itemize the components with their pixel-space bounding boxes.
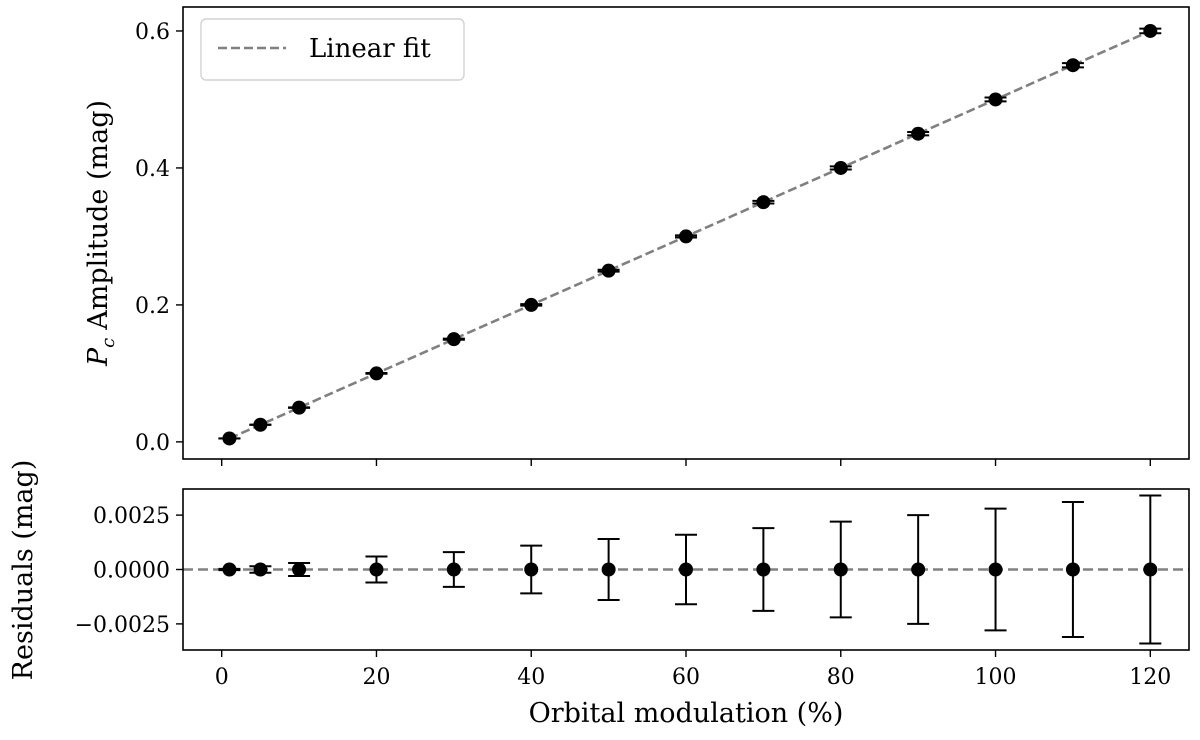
- main-data-point: [829, 160, 852, 175]
- main-data-point: [365, 366, 388, 381]
- main-data-point: [1061, 58, 1084, 73]
- residual-data-point: [829, 520, 852, 619]
- main-marker: [292, 400, 307, 415]
- main-y-tick-label: 0.0: [135, 431, 170, 456]
- residual-marker: [988, 562, 1003, 577]
- residual-marker: [601, 562, 616, 577]
- main-plot-area: [218, 23, 1162, 446]
- residuals-y-axis: −0.0025 0.0000 0.0025: [75, 504, 183, 638]
- residual-y-tick-label: 0.0000: [93, 559, 170, 584]
- residual-marker: [292, 562, 307, 577]
- residual-marker: [833, 562, 848, 577]
- residuals-plot-area: [183, 494, 1189, 645]
- main-data-point: [675, 229, 697, 244]
- main-data-point: [597, 263, 620, 278]
- main-marker: [1143, 23, 1158, 38]
- residual-y-tick-label: −0.0025: [75, 613, 170, 638]
- main-marker: [524, 297, 539, 312]
- x-tick-label: 20: [362, 665, 390, 690]
- x-tick-label: 80: [827, 665, 855, 690]
- main-marker: [679, 229, 693, 244]
- main-data-point: [907, 126, 930, 141]
- main-data-point: [752, 195, 775, 210]
- main-marker: [253, 417, 268, 432]
- x-tick-label: 100: [975, 665, 1017, 690]
- residual-marker: [369, 562, 384, 577]
- main-data-point: [442, 332, 465, 347]
- residuals-panel: −0.0025 0.0000 0.0025 0 20 40 60 80 100 120 Resi…: [8, 460, 1190, 729]
- main-y-tick-label: 0.6: [135, 20, 170, 45]
- residual-marker: [911, 562, 926, 577]
- residual-marker: [679, 562, 693, 577]
- main-data-point: [520, 297, 543, 312]
- residual-marker: [756, 562, 771, 577]
- main-data-point: [249, 417, 272, 432]
- x-tick-label: 60: [672, 665, 700, 690]
- main-data-point: [984, 92, 1007, 107]
- residual-marker: [1143, 562, 1158, 577]
- main-marker: [446, 332, 461, 347]
- legend: Linear fit: [200, 18, 465, 81]
- main-marker: [369, 366, 384, 381]
- residual-data-point: [218, 562, 241, 577]
- main-marker: [988, 92, 1003, 107]
- residual-data-point: [752, 527, 775, 612]
- residual-marker: [446, 562, 461, 577]
- x-axis-label: Orbital modulation (%): [529, 698, 844, 729]
- main-marker: [1065, 58, 1080, 73]
- residual-marker: [253, 562, 268, 577]
- main-y-tick-label: 0.4: [135, 157, 170, 182]
- main-x-axis: [220, 459, 1152, 466]
- x-tick-label: 0: [215, 665, 229, 690]
- residual-data-point: [520, 544, 543, 595]
- residual-data-point: [442, 551, 465, 588]
- main-y-axis-label: PcAmplitude (mag): [83, 100, 119, 367]
- main-y-axis: 0.0 0.2 0.4 0.6: [135, 20, 183, 456]
- residual-data-point: [597, 538, 620, 601]
- residual-data-point: [288, 561, 311, 578]
- residuals-x-axis: 0 20 40 60 80 100 120: [215, 650, 1171, 690]
- residual-data-point: [675, 533, 697, 606]
- legend-box: [200, 18, 465, 81]
- main-panel: 0.0 0.2 0.4 0.6 PcAmplitude (mag) Linear fi…: [83, 6, 1190, 466]
- residual-data-point: [907, 514, 930, 625]
- residual-data-point: [1061, 501, 1084, 638]
- residual-marker: [222, 562, 237, 577]
- main-marker: [756, 195, 771, 210]
- x-tick-label: 40: [517, 665, 545, 690]
- main-data-point: [218, 431, 241, 446]
- main-marker: [833, 160, 848, 175]
- residuals-y-axis-label: Residuals (mag): [8, 460, 39, 681]
- residual-data-point: [1139, 494, 1162, 645]
- main-y-tick-label: 0.2: [135, 294, 170, 319]
- residual-data-point: [365, 555, 388, 584]
- main-marker: [222, 431, 237, 446]
- legend-linear-fit-label: Linear fit: [309, 34, 431, 64]
- residual-marker: [524, 562, 539, 577]
- main-marker: [601, 263, 616, 278]
- x-tick-label: 120: [1129, 665, 1171, 690]
- main-marker: [911, 126, 926, 141]
- main-data-point: [288, 400, 311, 415]
- residual-marker: [1065, 562, 1080, 577]
- residual-y-tick-label: 0.0025: [93, 504, 170, 529]
- residual-data-point: [984, 507, 1007, 632]
- main-data-point: [1139, 23, 1162, 38]
- residual-data-point: [249, 562, 272, 577]
